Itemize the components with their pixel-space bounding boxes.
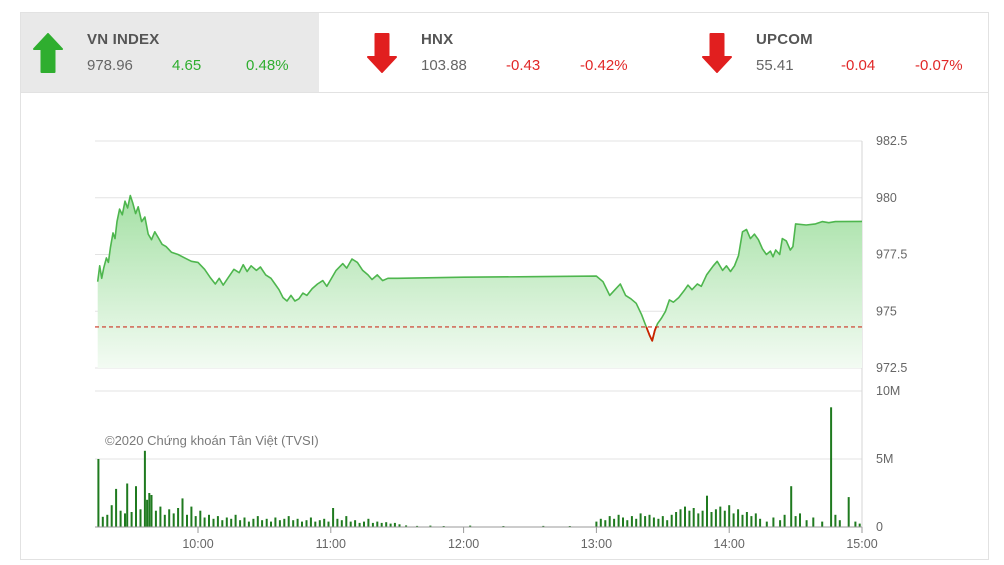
watermark: ©2020 Chứng khoán Tân Việt (TVSI) bbox=[105, 433, 319, 448]
price-tick-label: 972.5 bbox=[876, 361, 907, 375]
price-tick-label: 980 bbox=[876, 191, 897, 205]
index-change: -0.04 bbox=[841, 57, 876, 74]
x-tick-label: 14:00 bbox=[714, 537, 745, 551]
x-tick-label: 11:00 bbox=[316, 537, 346, 551]
index-card-hnx[interactable]: HNX 103.88 -0.43 -0.42% bbox=[319, 13, 654, 92]
x-tick-label: 13:00 bbox=[581, 537, 612, 551]
x-tick-label: 12:00 bbox=[448, 537, 479, 551]
price-series bbox=[95, 194, 863, 368]
x-tick-label: 15:00 bbox=[846, 537, 877, 551]
volume-tick-label: 10M bbox=[876, 384, 900, 398]
index-card-vnindex[interactable]: VN INDEX 978.96 4.65 0.48% bbox=[21, 13, 319, 92]
price-tick-label: 975 bbox=[876, 304, 897, 318]
up-arrow-icon bbox=[33, 32, 63, 73]
price-line-below-reference bbox=[645, 326, 658, 342]
index-change: -0.43 bbox=[506, 57, 541, 74]
y-axis-labels: 982.5 980 977.5 975 972.5 10M 5M 0 bbox=[876, 134, 907, 534]
price-tick-label: 977.5 bbox=[876, 248, 907, 262]
index-change-percent: -0.07% bbox=[915, 57, 963, 74]
price-area bbox=[97, 195, 862, 368]
index-value: 103.88 bbox=[421, 57, 467, 74]
index-name: UPCOM bbox=[756, 31, 813, 48]
volume-bars bbox=[97, 407, 861, 527]
volume-tick-label: 5M bbox=[876, 452, 893, 466]
price-line bbox=[96, 194, 863, 342]
index-name: HNX bbox=[421, 31, 454, 48]
down-arrow-icon bbox=[702, 32, 732, 73]
x-tick-label: 10:00 bbox=[182, 537, 213, 551]
down-arrow-icon bbox=[367, 32, 397, 73]
index-change: 4.65 bbox=[172, 57, 202, 74]
index-change-percent: 0.48% bbox=[246, 57, 289, 74]
index-change-percent: -0.42% bbox=[580, 57, 628, 74]
volume-tick-label: 0 bbox=[876, 520, 883, 534]
dashboard-frame: VN INDEX 978.96 4.65 0.48% HNX 103.88 bbox=[20, 12, 989, 560]
index-name: VN INDEX bbox=[87, 31, 160, 48]
x-axis: 10:00 11:00 12:00 13:00 14:00 15:00 bbox=[95, 526, 878, 551]
index-summary-bar: VN INDEX 978.96 4.65 0.48% HNX 103.88 bbox=[21, 13, 988, 93]
index-card-upcom[interactable]: UPCOM 55.41 -0.04 -0.07% bbox=[654, 13, 988, 92]
intraday-price-volume-chart: 10:00 11:00 12:00 13:00 14:00 15:00 982.5 980 97… bbox=[95, 134, 907, 551]
intraday-chart-panel: 10:00 11:00 12:00 13:00 14:00 15:00 982.5 980 97… bbox=[21, 93, 988, 559]
price-tick-label: 982.5 bbox=[876, 134, 907, 148]
index-value: 55.41 bbox=[756, 57, 794, 74]
index-value: 978.96 bbox=[87, 57, 133, 74]
